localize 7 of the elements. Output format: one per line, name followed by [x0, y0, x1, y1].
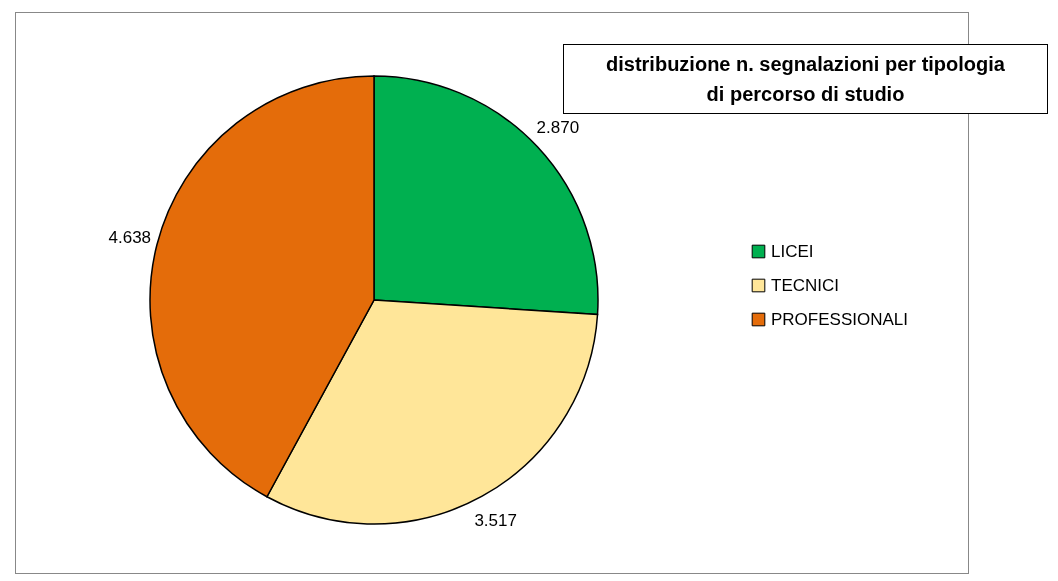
legend-label: TECNICI — [771, 275, 839, 295]
chart-title: distribuzione n. segnalazioni per tipologia di percorso di studio — [563, 44, 1048, 114]
legend-label: PROFESSIONALI — [771, 309, 908, 329]
data-label: 4.638 — [108, 227, 152, 247]
data-label: 2.870 — [536, 117, 580, 137]
legend-label: LICEI — [771, 241, 814, 261]
data-label: 3.517 — [474, 510, 517, 530]
